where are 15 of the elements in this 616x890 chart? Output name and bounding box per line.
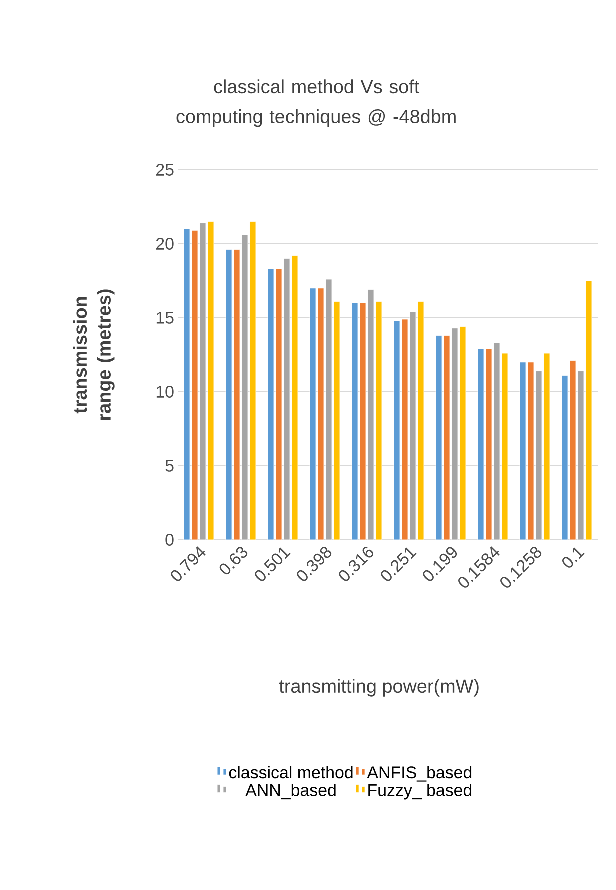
x-axis-title: transmitting power(mW) xyxy=(279,679,479,697)
y-tick-label: 15 xyxy=(156,312,174,324)
y-tick-label: 25 xyxy=(156,164,174,176)
x-tick-label: 0.1 xyxy=(562,548,585,568)
legend-label: ANN_based xyxy=(246,784,336,800)
chart-title: classical method Vs soft computing techniques @ -48dbm xyxy=(176,80,456,128)
y-tick-label: 5 xyxy=(166,460,174,472)
legend-label: ANFIS_based xyxy=(367,766,472,782)
legend-label: classical method xyxy=(229,766,353,779)
y-axis-title: transmission range (metres) xyxy=(73,290,115,420)
y-tick-label: 0 xyxy=(166,534,174,546)
legend-label: Fuzzy_ based xyxy=(368,784,472,800)
x-tick-label: 0.63 xyxy=(220,546,248,575)
y-tick-label: 10 xyxy=(156,386,174,398)
y-tick-label: 20 xyxy=(156,238,174,250)
